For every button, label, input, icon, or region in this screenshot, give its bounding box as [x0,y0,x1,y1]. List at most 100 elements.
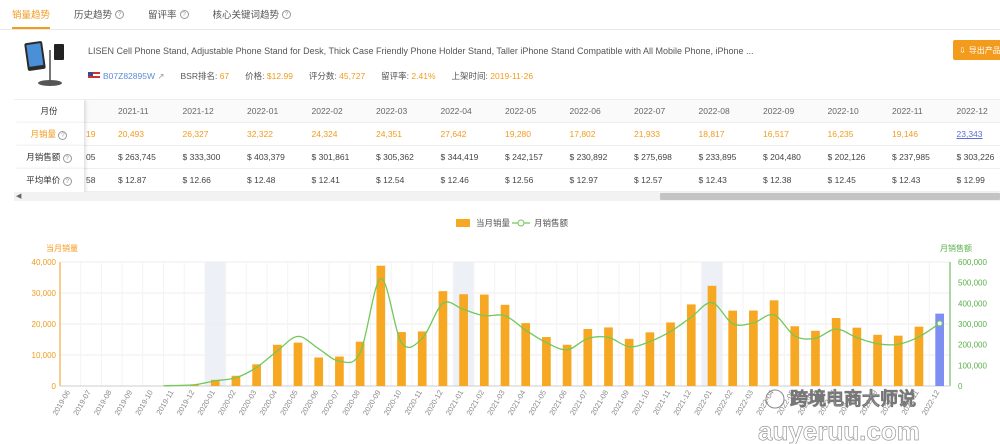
table-row-month: 月份 2021-11 2021-12 2022-01 2022-02 2022-03 20… [14,100,1000,123]
table-cell: $ 237,985 [892,152,930,162]
left-axis-title: 当月销量 [46,243,78,253]
table-row-avg-price: 平均单价 ? 58 $ 12.87 $ 12.66 $ 12.48 $ 12.41 $ 1… [14,169,1000,192]
table-cell: 17,802 [569,129,596,139]
x-tick-label: 2020-07 [320,389,342,417]
tab-review-rate[interactable]: 留评率? [148,7,189,29]
tab-history-trend[interactable]: 历史趋势? [74,7,125,29]
bar-sales [873,334,882,386]
help-icon[interactable]: ? [62,177,72,186]
bar-sales [231,375,241,386]
line-revenue [163,277,941,387]
external-link-icon[interactable]: ↗ [157,70,165,81]
x-tick-label: 2020-12 [423,389,445,417]
right-tick-label: 100,000 [958,361,987,370]
x-tick-label: 2022-01 [692,389,714,417]
x-tick-label: 2021-02 [464,389,486,417]
table-cell: 24,324 [311,129,338,139]
table-horizontal-scrollbar[interactable]: ◀ [14,192,1000,201]
x-tick-label: 2021-01 [444,389,466,417]
bar-sales [749,310,758,386]
bar-sales [914,326,924,386]
scroll-left-icon[interactable]: ◀ [16,193,22,200]
table-cell: $ 12.48 [247,175,276,185]
row-header-month: 月份 [14,100,84,123]
bar-sales [272,344,282,386]
right-tick-label: 200,000 [958,341,987,350]
x-tick-label: 2020-09 [361,389,383,417]
x-tick-label: 2020-08 [340,389,362,417]
right-tick-label: 300,000 [958,320,987,329]
tab-keyword-trend[interactable]: 核心关键词趋势? [213,7,292,29]
x-tick-label: 2021-12 [671,389,693,417]
table-cell-partial: 58 [86,175,96,185]
bar-sales [355,341,365,386]
table-cell: $ 12.43 [698,175,727,185]
x-tick-label: 2021-03 [485,389,507,417]
table-cell: $ 403,379 [247,152,285,162]
help-icon[interactable]: ? [62,154,72,163]
x-tick-label: 2021-06 [547,389,569,417]
export-icon: ⇩ [959,45,966,55]
tab-label: 核心关键词趋势 [212,10,280,21]
row-header-avg-price: 平均单价 ? [14,169,84,192]
asin-value[interactable]: B07Z82895W [103,70,155,81]
table-cell: $ 263,745 [118,152,156,162]
table-cell: $ 12.56 [505,175,534,185]
table-cell-partial: 05 [86,152,96,162]
right-tick-label: 600,000 [958,258,987,267]
scrollbar-thumb[interactable] [660,193,1000,200]
bar-sales [500,304,510,386]
bar-sales [479,294,489,386]
x-tick-label: 2019-09 [113,389,135,417]
legend-bar-swatch [456,219,470,227]
table-cell: 24,351 [376,129,402,139]
x-tick-label: 2022-04 [754,389,776,417]
table-cell: 2022-05 [505,106,537,116]
x-tick-label: 2019-12 [175,389,197,417]
x-tick-label: 2020-10 [382,389,404,417]
bar-sales [707,285,717,386]
bar-sales [376,265,386,386]
table-cell: 21,933 [634,129,660,139]
product-thumbnail[interactable] [20,38,72,88]
table-cell: $ 344,419 [440,152,479,162]
bar-sales [314,357,324,386]
x-tick-label: 2019-07 [71,389,93,417]
line-point-last [936,320,943,327]
bar-sales [417,331,427,386]
bar-sales [811,330,820,386]
bar-sales [935,313,944,386]
left-tick-label: 10,000 [32,351,57,360]
tab-label: 留评率 [148,10,177,21]
tab-sales-trend[interactable]: 销量趋势 [12,7,51,29]
x-tick-label: 2022-12 [920,389,942,417]
asin[interactable]: B07Z82895W ↗ [88,71,164,82]
table-cell: 19,146 [892,129,918,139]
product-summary: LISEN Cell Phone Stand, Adjustable Phone… [14,38,1000,92]
legend-label-sales: 当月销量 [476,218,511,228]
bar-sales [542,337,551,386]
help-icon[interactable]: ? [179,9,189,19]
table-cell: 20,493 [118,129,144,139]
help-icon[interactable]: ? [282,9,292,19]
bar-sales [645,332,655,386]
table-cell: 16,235 [827,129,854,139]
x-tick-label: 2022-02 [713,389,735,417]
price: 价格: $12.99 [245,71,293,81]
left-tick-label: 40,000 [32,258,57,267]
help-icon[interactable]: ? [58,131,68,140]
table-cell: 2022-01 [247,106,279,116]
table-cell: $ 12.57 [634,175,663,185]
table-cell: 2022-11 [892,106,923,116]
bar-sales [790,326,800,386]
export-button[interactable]: ⇩ 导出产品 [953,40,1000,60]
x-tick-label: 2021-05 [527,389,549,417]
table-cell: $ 305,362 [376,152,414,162]
help-icon[interactable]: ? [115,9,125,19]
table-cell: $ 301,861 [311,152,350,162]
product-title[interactable]: LISEN Cell Phone Stand, Adjustable Phone… [88,46,754,56]
table-cell: 32,322 [247,129,273,139]
x-tick-label: 2019-08 [92,389,114,417]
bar-sales [852,327,862,386]
bar-sales [831,318,841,386]
